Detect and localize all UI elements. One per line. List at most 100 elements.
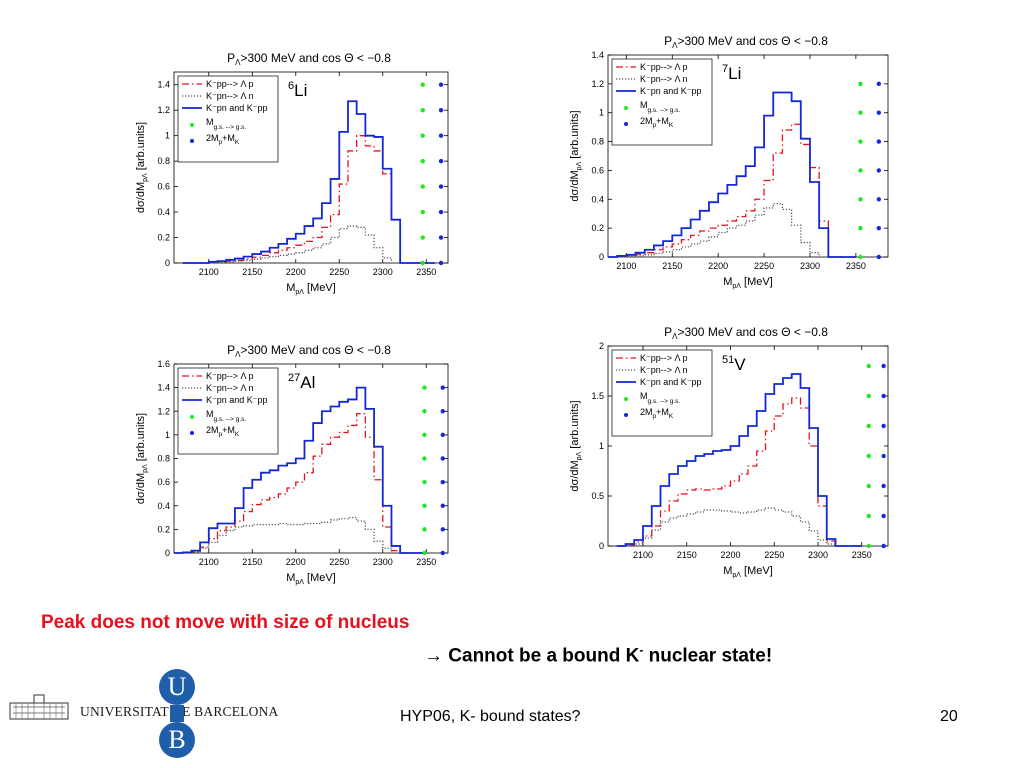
y-tick-label: 0.6 xyxy=(157,182,170,192)
threshold-marker-dot xyxy=(440,409,445,414)
y-tick-label: 1.5 xyxy=(591,391,604,401)
legend-dot-blue xyxy=(190,431,194,435)
x-tick-label: 2200 xyxy=(286,267,306,277)
y-tick-label: 0.6 xyxy=(157,477,170,487)
threshold-marker-dot xyxy=(876,81,882,87)
threshold-marker-dot xyxy=(440,385,445,390)
nucleus-label: 7Li xyxy=(722,63,741,83)
x-tick-label: 2250 xyxy=(329,557,349,567)
gs-marker-dot xyxy=(866,453,871,459)
gs-marker-dot xyxy=(422,385,427,390)
gs-marker-dot xyxy=(422,409,427,414)
y-tick-label: 1.4 xyxy=(157,80,170,90)
gs-marker-dot xyxy=(420,209,425,215)
legend-dot-blue xyxy=(624,122,628,126)
legend-box xyxy=(177,367,279,455)
y-tick-label: 1 xyxy=(599,441,604,451)
chart-title: PΛ>300 MeV and cos Θ < −0.8 xyxy=(227,51,391,67)
legend-label-5: 2Mp+MK xyxy=(640,407,674,420)
threshold-marker-dot xyxy=(881,423,886,429)
x-tick-label: 2200 xyxy=(708,261,728,271)
y-tick-label: 1.2 xyxy=(157,105,170,115)
legend-dot-green xyxy=(624,397,628,401)
gs-marker-dot xyxy=(866,543,871,549)
y-axis-label: dσ/dMpΛ [arb.units] xyxy=(569,110,583,201)
x-tick-label: 2200 xyxy=(286,557,306,567)
gs-marker-dot xyxy=(866,513,871,519)
legend-box xyxy=(611,349,713,437)
y-tick-label: 1.2 xyxy=(591,79,604,89)
chart-li7-svg: PΛ>300 MeV and cos Θ < −0.8 2100 2150 2200 2… xyxy=(569,34,889,290)
legend-label-1: K⁻pp--> Λ p xyxy=(640,62,688,72)
threshold-marker-dot xyxy=(881,363,886,369)
series-line-1 xyxy=(608,123,856,258)
x-tick-label: 2350 xyxy=(416,267,436,277)
legend-label-1: K⁻pp--> Λ p xyxy=(206,371,254,381)
x-tick-label: 2150 xyxy=(677,550,697,560)
threshold-marker-dot xyxy=(440,550,445,556)
chart-li6: PΛ>300 MeV and cos Θ < −0.8 2100 2150 2200 2… xyxy=(118,32,453,300)
x-axis-label: MpΛ [MeV] xyxy=(723,276,773,290)
chart-al27: PΛ>300 MeV and cos Θ < −0.8 2100 2150 2200 2… xyxy=(118,322,453,590)
legend-box xyxy=(177,75,279,163)
ub-logo-b-icon: B xyxy=(159,722,195,758)
gs-marker-dot xyxy=(420,158,425,164)
threshold-marker-dot xyxy=(440,503,445,508)
legend-dot-green xyxy=(190,415,194,419)
conclusion-text-post: nuclear state! xyxy=(643,645,773,667)
threshold-marker-dot xyxy=(876,197,882,202)
legend-label-4: Mg.s. --> g.s. xyxy=(640,391,680,405)
threshold-marker-dot xyxy=(440,527,445,532)
y-tick-label: 0.4 xyxy=(157,501,170,511)
x-tick-label: 2300 xyxy=(808,550,828,560)
legend-dot-blue xyxy=(190,139,194,143)
gs-marker-dot xyxy=(420,133,425,138)
gs-marker-dot xyxy=(858,81,863,87)
series-line-3 xyxy=(616,373,862,547)
legend-label-4: Mg.s. --> g.s. xyxy=(206,117,246,131)
legend-dot-green xyxy=(190,123,194,127)
ub-logo-u-icon: U xyxy=(159,669,195,705)
chart-v51-svg: PΛ>300 MeV and cos Θ < −0.8 2100 2150 2200 2… xyxy=(569,325,889,579)
x-axis-label: MpΛ [MeV] xyxy=(286,282,336,296)
gs-marker-dot xyxy=(866,423,871,429)
chart-li7: PΛ>300 MeV and cos Θ < −0.8 2100 2150 2200 2… xyxy=(560,25,890,295)
y-tick-label: 1.6 xyxy=(157,359,170,369)
y-axis-label: dσ/dMpΛ [arb.units] xyxy=(135,413,149,504)
y-tick-label: 0.2 xyxy=(591,223,604,233)
gs-marker-dot xyxy=(866,393,871,399)
x-tick-label: 2100 xyxy=(199,557,219,567)
y-tick-label: 1.4 xyxy=(157,383,170,393)
gs-marker-dot xyxy=(422,432,427,438)
y-tick-label: 0.8 xyxy=(591,137,604,147)
nucleus-label: 51V xyxy=(722,354,746,374)
legend-label-5: 2Mp+MK xyxy=(206,133,240,146)
conclusion-text-pre: Cannot be a bound K xyxy=(448,645,640,667)
threshold-marker-dot xyxy=(438,82,444,87)
threshold-marker-dot xyxy=(881,483,886,489)
y-tick-label: 0 xyxy=(599,252,604,262)
gs-marker-dot xyxy=(858,254,863,260)
threshold-marker-dot xyxy=(881,513,886,519)
x-axis-label: MpΛ [MeV] xyxy=(723,565,773,579)
peak-statement: Peak does not move with size of nucleus xyxy=(41,612,410,633)
y-tick-label: 1.4 xyxy=(591,50,604,60)
gs-marker-dot xyxy=(422,456,427,461)
gs-marker-dot xyxy=(866,363,871,369)
legend-label-1: K⁻pp--> Λ p xyxy=(640,353,688,363)
threshold-marker-dot xyxy=(438,158,444,164)
nucleus-label: 27Al xyxy=(288,372,315,392)
university-building-icon xyxy=(8,693,70,726)
x-tick-label: 2150 xyxy=(242,557,262,567)
legend-label-4: Mg.s. --> g.s. xyxy=(206,409,246,423)
series-line-3 xyxy=(182,100,435,264)
y-tick-label: 1 xyxy=(165,430,170,440)
gs-marker-dot xyxy=(422,550,427,556)
threshold-marker-dot xyxy=(440,432,445,438)
x-tick-label: 2350 xyxy=(852,550,872,560)
gs-marker-dot xyxy=(420,235,425,240)
gs-marker-dot xyxy=(422,479,427,485)
y-tick-label: 1.2 xyxy=(157,406,170,416)
threshold-marker-dot xyxy=(440,456,445,461)
gs-marker-dot xyxy=(858,197,863,202)
